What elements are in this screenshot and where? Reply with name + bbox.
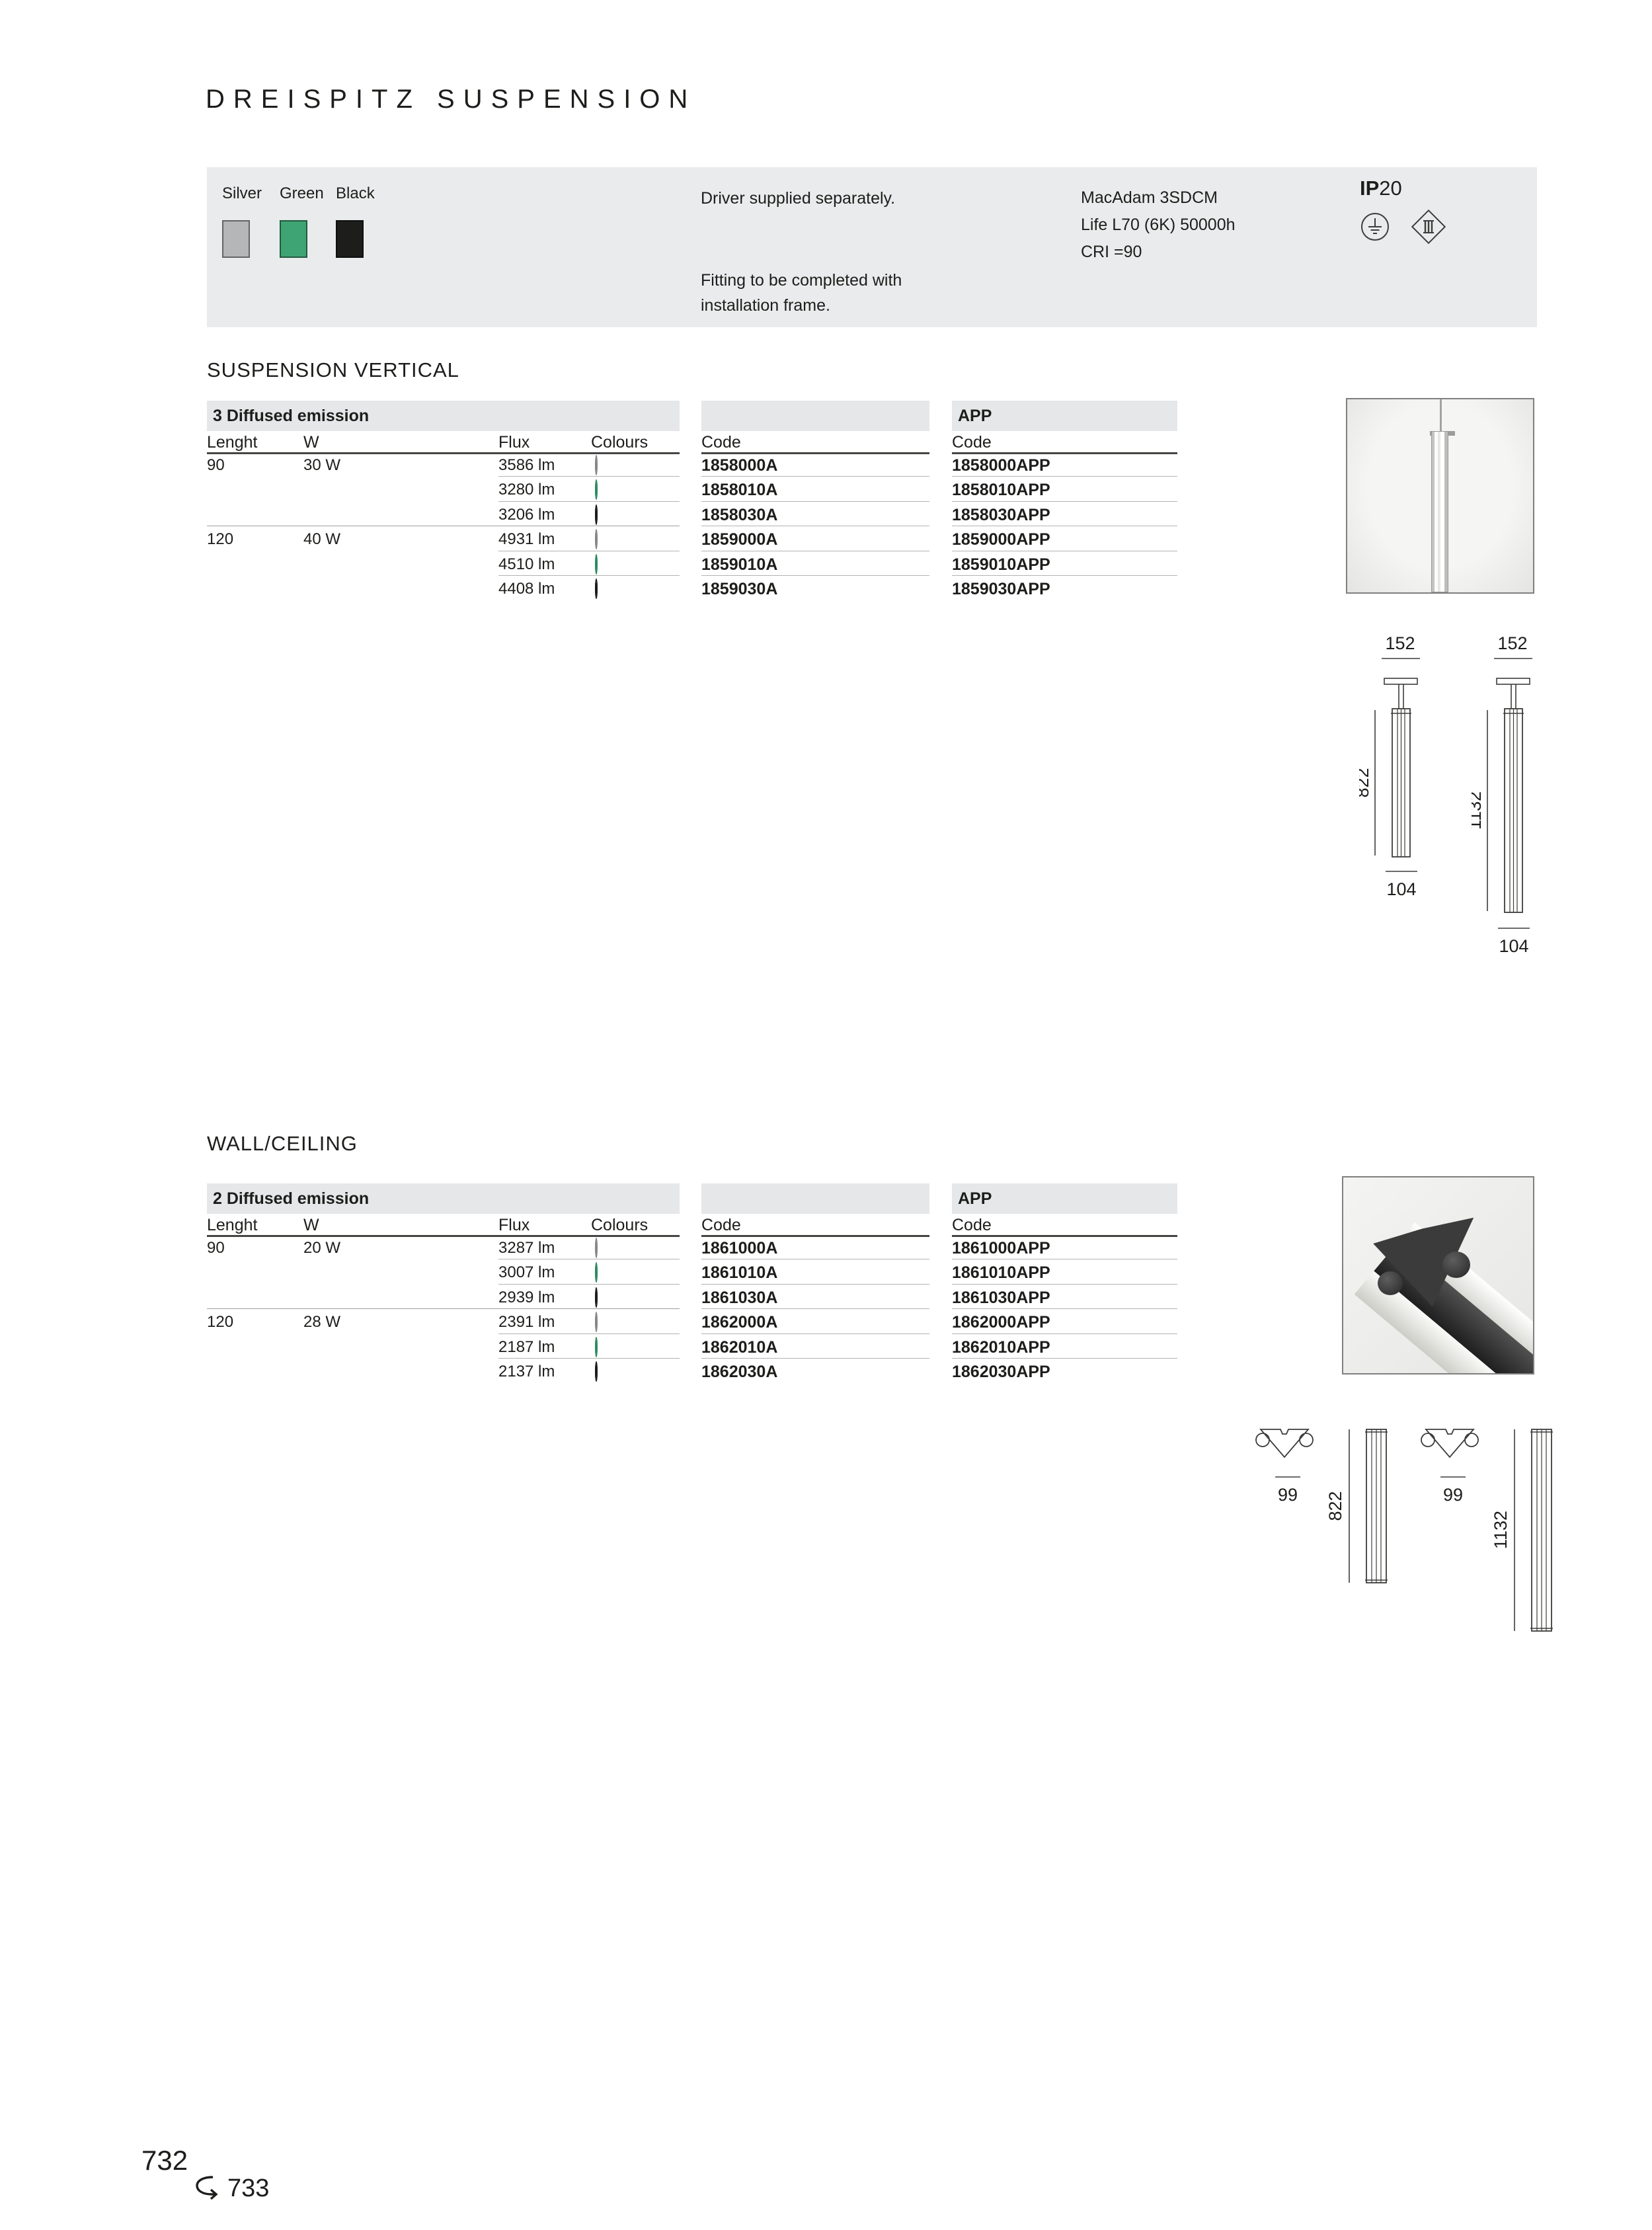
- spec-cri: CRI =90: [1081, 243, 1142, 261]
- dim-top-width: 152: [1385, 633, 1415, 653]
- dim-top-width: 152: [1497, 633, 1527, 653]
- table-suspension-vertical: 3 Diffused emission APP Lenght W Flux Co…: [207, 401, 1177, 600]
- fitting-note: Fitting to be completed with installatio…: [701, 271, 902, 315]
- table-row: 90 30 W 3586 lm 1858000A 1858000APP: [207, 452, 1177, 477]
- pendant-cable: [1439, 399, 1442, 432]
- table-wall-ceiling: 2 Diffused emission APP Lenght W Flux Co…: [207, 1183, 1177, 1383]
- colour-dot: [595, 1361, 598, 1382]
- colour-dot: [595, 1238, 598, 1258]
- colour-dot: [595, 479, 598, 500]
- col-length: Lenght: [207, 431, 303, 454]
- class-iii-icon: [1411, 209, 1446, 245]
- finish-green: Green: [280, 184, 324, 258]
- certification-icons: [1360, 207, 1448, 247]
- col-w: W: [303, 431, 498, 454]
- colour-dot: [595, 529, 598, 550]
- finish-label: Green: [280, 184, 324, 202]
- finish-silver: Silver: [222, 184, 262, 258]
- finish-swatch-black: [336, 220, 364, 258]
- diffuser-tube-end: [1378, 1271, 1403, 1295]
- colour-dot: [595, 578, 598, 599]
- app-bar: APP: [952, 401, 1177, 431]
- table-row: 3007 lm 1861010A 1861010APP: [207, 1259, 1177, 1285]
- column-headers: Lenght W Flux Colours Code Code: [207, 1214, 1177, 1237]
- dimension-diagram-wall-1132: 99 1132: [1421, 1429, 1553, 1632]
- page-title: DREISPITZ SUSPENSION: [206, 85, 697, 114]
- table-row: 2939 lm 1861030A 1861030APP: [207, 1285, 1177, 1310]
- continue-arrow-icon: [196, 2176, 218, 2200]
- driver-note: Driver supplied separately.: [701, 189, 896, 208]
- col-code: Code: [701, 431, 929, 454]
- ip-value: 20: [1379, 177, 1402, 200]
- column-headers: Lenght W Flux Colours Code Code: [207, 431, 1177, 454]
- dim-width: 99: [1443, 1485, 1463, 1505]
- table-header-bars: 2 Diffused emission APP: [207, 1183, 1177, 1214]
- pendant-body: [1431, 431, 1448, 592]
- dimension-diagram-wall-822: 99 822: [1255, 1429, 1388, 1583]
- spec-list: MacAdam 3SDCM Life L70 (6K) 50000h CRI =…: [1081, 184, 1236, 266]
- ip-rating: IP20: [1360, 177, 1402, 200]
- table-row: 120 40 W 4931 lm 1859000A 1859000APP: [207, 526, 1177, 551]
- col-colours: Colours: [591, 431, 680, 454]
- dim-bottom-width: 104: [1499, 936, 1528, 956]
- col-colours: Colours: [591, 1214, 680, 1237]
- table-row: 2187 lm 1862010A 1862010APP: [207, 1334, 1177, 1359]
- finish-label: Silver: [222, 184, 262, 202]
- col-w: W: [303, 1214, 498, 1237]
- table-row: 120 28 W 2391 lm 1862000A 1862000APP: [207, 1309, 1177, 1334]
- page-link: 733: [193, 2174, 269, 2203]
- emission-bar: 3 Diffused emission: [207, 401, 680, 431]
- col-flux: Flux: [498, 431, 591, 454]
- dimension-diagram-suspension-1132: 152 1132 104: [1472, 633, 1532, 956]
- dim-height: 1132: [1472, 791, 1485, 830]
- finish-swatch-silver: [222, 220, 250, 258]
- finish-label: Black: [336, 184, 375, 202]
- section-heading-suspension-vertical: SUSPENSION VERTICAL: [207, 358, 459, 381]
- colour-dot: [595, 553, 598, 575]
- spec-life: Life L70 (6K) 50000h: [1081, 216, 1236, 234]
- app-bar: APP: [952, 1183, 1177, 1214]
- col-length: Lenght: [207, 1214, 303, 1237]
- colour-dot: [595, 1312, 598, 1333]
- dimension-diagram-suspension-822: 152 822 104: [1359, 633, 1420, 899]
- dim-height: 1132: [1491, 1511, 1511, 1549]
- product-photo-wall-ceiling: [1342, 1176, 1534, 1374]
- col-app-code: Code: [952, 431, 1177, 454]
- linked-page-number: 733: [227, 2174, 270, 2202]
- ip-prefix: IP: [1360, 177, 1380, 200]
- col-app-code: Code: [952, 1214, 1177, 1237]
- finish-swatch-green: [280, 220, 307, 258]
- earth-ground-icon: [1361, 213, 1389, 241]
- table-header-bars: 3 Diffused emission APP: [207, 401, 1177, 431]
- dim-height: 822: [1325, 1491, 1345, 1521]
- info-band: Silver Green Black Driver supplied separ…: [207, 167, 1537, 327]
- colour-dot: [595, 455, 598, 475]
- colour-dot: [595, 1287, 598, 1308]
- emission-bar: 2 Diffused emission: [207, 1183, 680, 1214]
- dim-height: 822: [1359, 768, 1372, 797]
- table-row: 90 20 W 3287 lm 1861000A 1861000APP: [207, 1235, 1177, 1260]
- col-flux: Flux: [498, 1214, 591, 1237]
- colour-dot: [595, 504, 598, 525]
- table-row: 4408 lm 1859030A 1859030APP: [498, 578, 1050, 599]
- table-row: 2137 lm 1862030A 1862030APP: [498, 1361, 1050, 1382]
- dim-bottom-width: 104: [1386, 879, 1416, 899]
- colour-dot: [595, 1262, 598, 1283]
- table-row: 3280 lm 1858010A 1858010APP: [207, 477, 1177, 502]
- finish-black: Black: [336, 184, 375, 258]
- page-number: 732: [141, 2145, 188, 2176]
- section-heading-wall-ceiling: WALL/CEILING: [207, 1132, 358, 1155]
- table-row: 4510 lm 1859010A 1859010APP: [207, 551, 1177, 576]
- code-bar: [701, 1183, 929, 1214]
- product-photo-suspension: [1346, 398, 1534, 594]
- table-row: 3206 lm 1858030A 1858030APP: [207, 502, 1177, 527]
- spec-macadam: MacAdam 3SDCM: [1081, 188, 1218, 207]
- col-code: Code: [701, 1214, 929, 1237]
- diffuser-tube-end: [1442, 1252, 1470, 1278]
- dim-width: 99: [1278, 1485, 1298, 1505]
- code-bar: [701, 401, 929, 431]
- colour-dot: [595, 1336, 598, 1357]
